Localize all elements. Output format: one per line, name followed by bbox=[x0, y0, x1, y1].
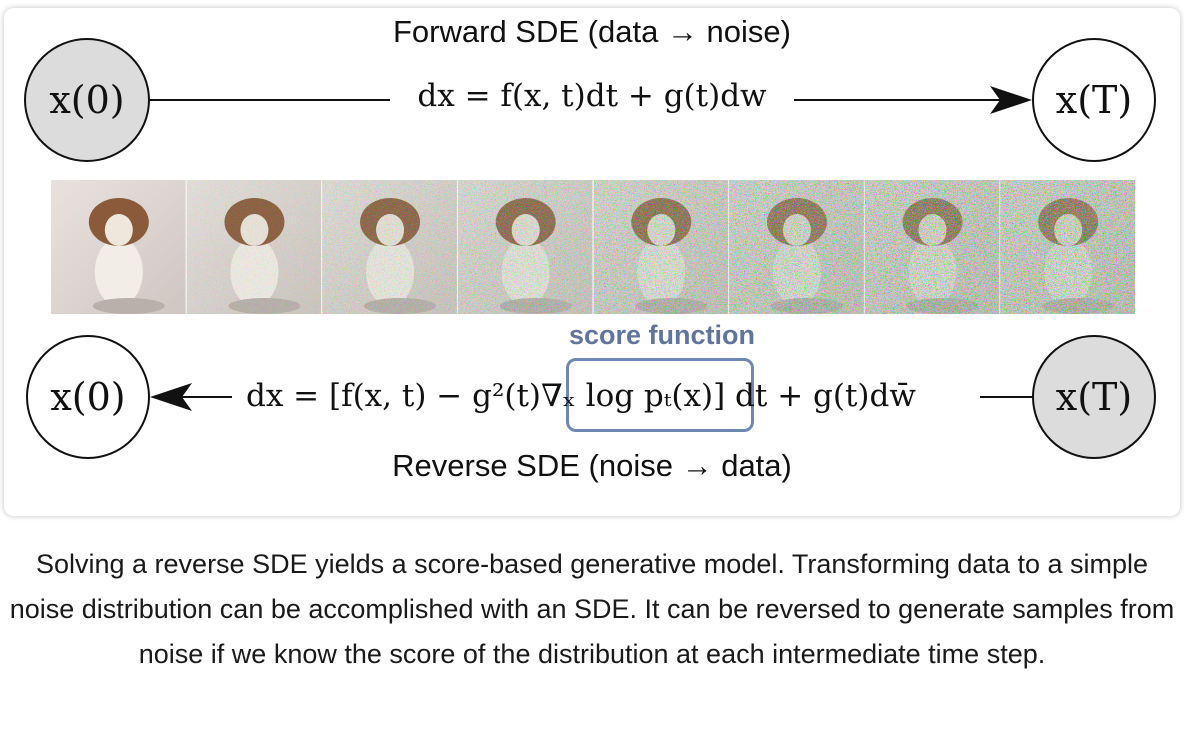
noise-frame-7 bbox=[864, 180, 1000, 314]
noise-frame-4 bbox=[457, 180, 593, 314]
noise-frame-5 bbox=[593, 180, 729, 314]
noise-frame-6 bbox=[729, 180, 864, 314]
reverse-sde-title: Reverse SDE (noise → data) bbox=[392, 448, 792, 483]
forward-end-node-label: x(T) bbox=[1055, 78, 1133, 122]
reverse-end-node: x(0) bbox=[26, 335, 150, 459]
forward-end-node: x(T) bbox=[1032, 38, 1156, 162]
reverse-start-node-label: x(T) bbox=[1055, 375, 1133, 419]
forward-start-node-label: x(0) bbox=[49, 78, 125, 122]
noise-image-strip bbox=[51, 180, 1135, 314]
noise-frame-3 bbox=[322, 180, 457, 314]
score-function-highlight-box bbox=[566, 358, 754, 432]
forward-arrowhead bbox=[990, 86, 1032, 114]
diagram-arrows bbox=[150, 86, 1032, 411]
forward-sde-title: Forward SDE (data → noise) bbox=[393, 14, 791, 49]
reverse-end-node-label: x(0) bbox=[50, 375, 126, 419]
reverse-start-node: x(T) bbox=[1032, 335, 1156, 459]
reverse-equation: dx = [f(x, t) − g²(t)∇ₓ log pₜ(x)] dt + … bbox=[246, 378, 916, 414]
figure-caption: Solving a reverse SDE yields a score-bas… bbox=[9, 549, 1175, 669]
noise-frame-2 bbox=[186, 180, 322, 314]
reverse-arrowhead bbox=[150, 383, 192, 411]
noise-frame-1 bbox=[51, 180, 186, 314]
noise-frame-8 bbox=[1000, 180, 1135, 314]
forward-equation: dx = f(x, t)dt + g(t)dw bbox=[390, 78, 794, 114]
forward-start-node: x(0) bbox=[24, 38, 150, 162]
score-function-label: score function bbox=[568, 320, 756, 350]
sde-diagram: Forward SDE (data → noise) x(0) x(T) dx … bbox=[24, 14, 1156, 483]
